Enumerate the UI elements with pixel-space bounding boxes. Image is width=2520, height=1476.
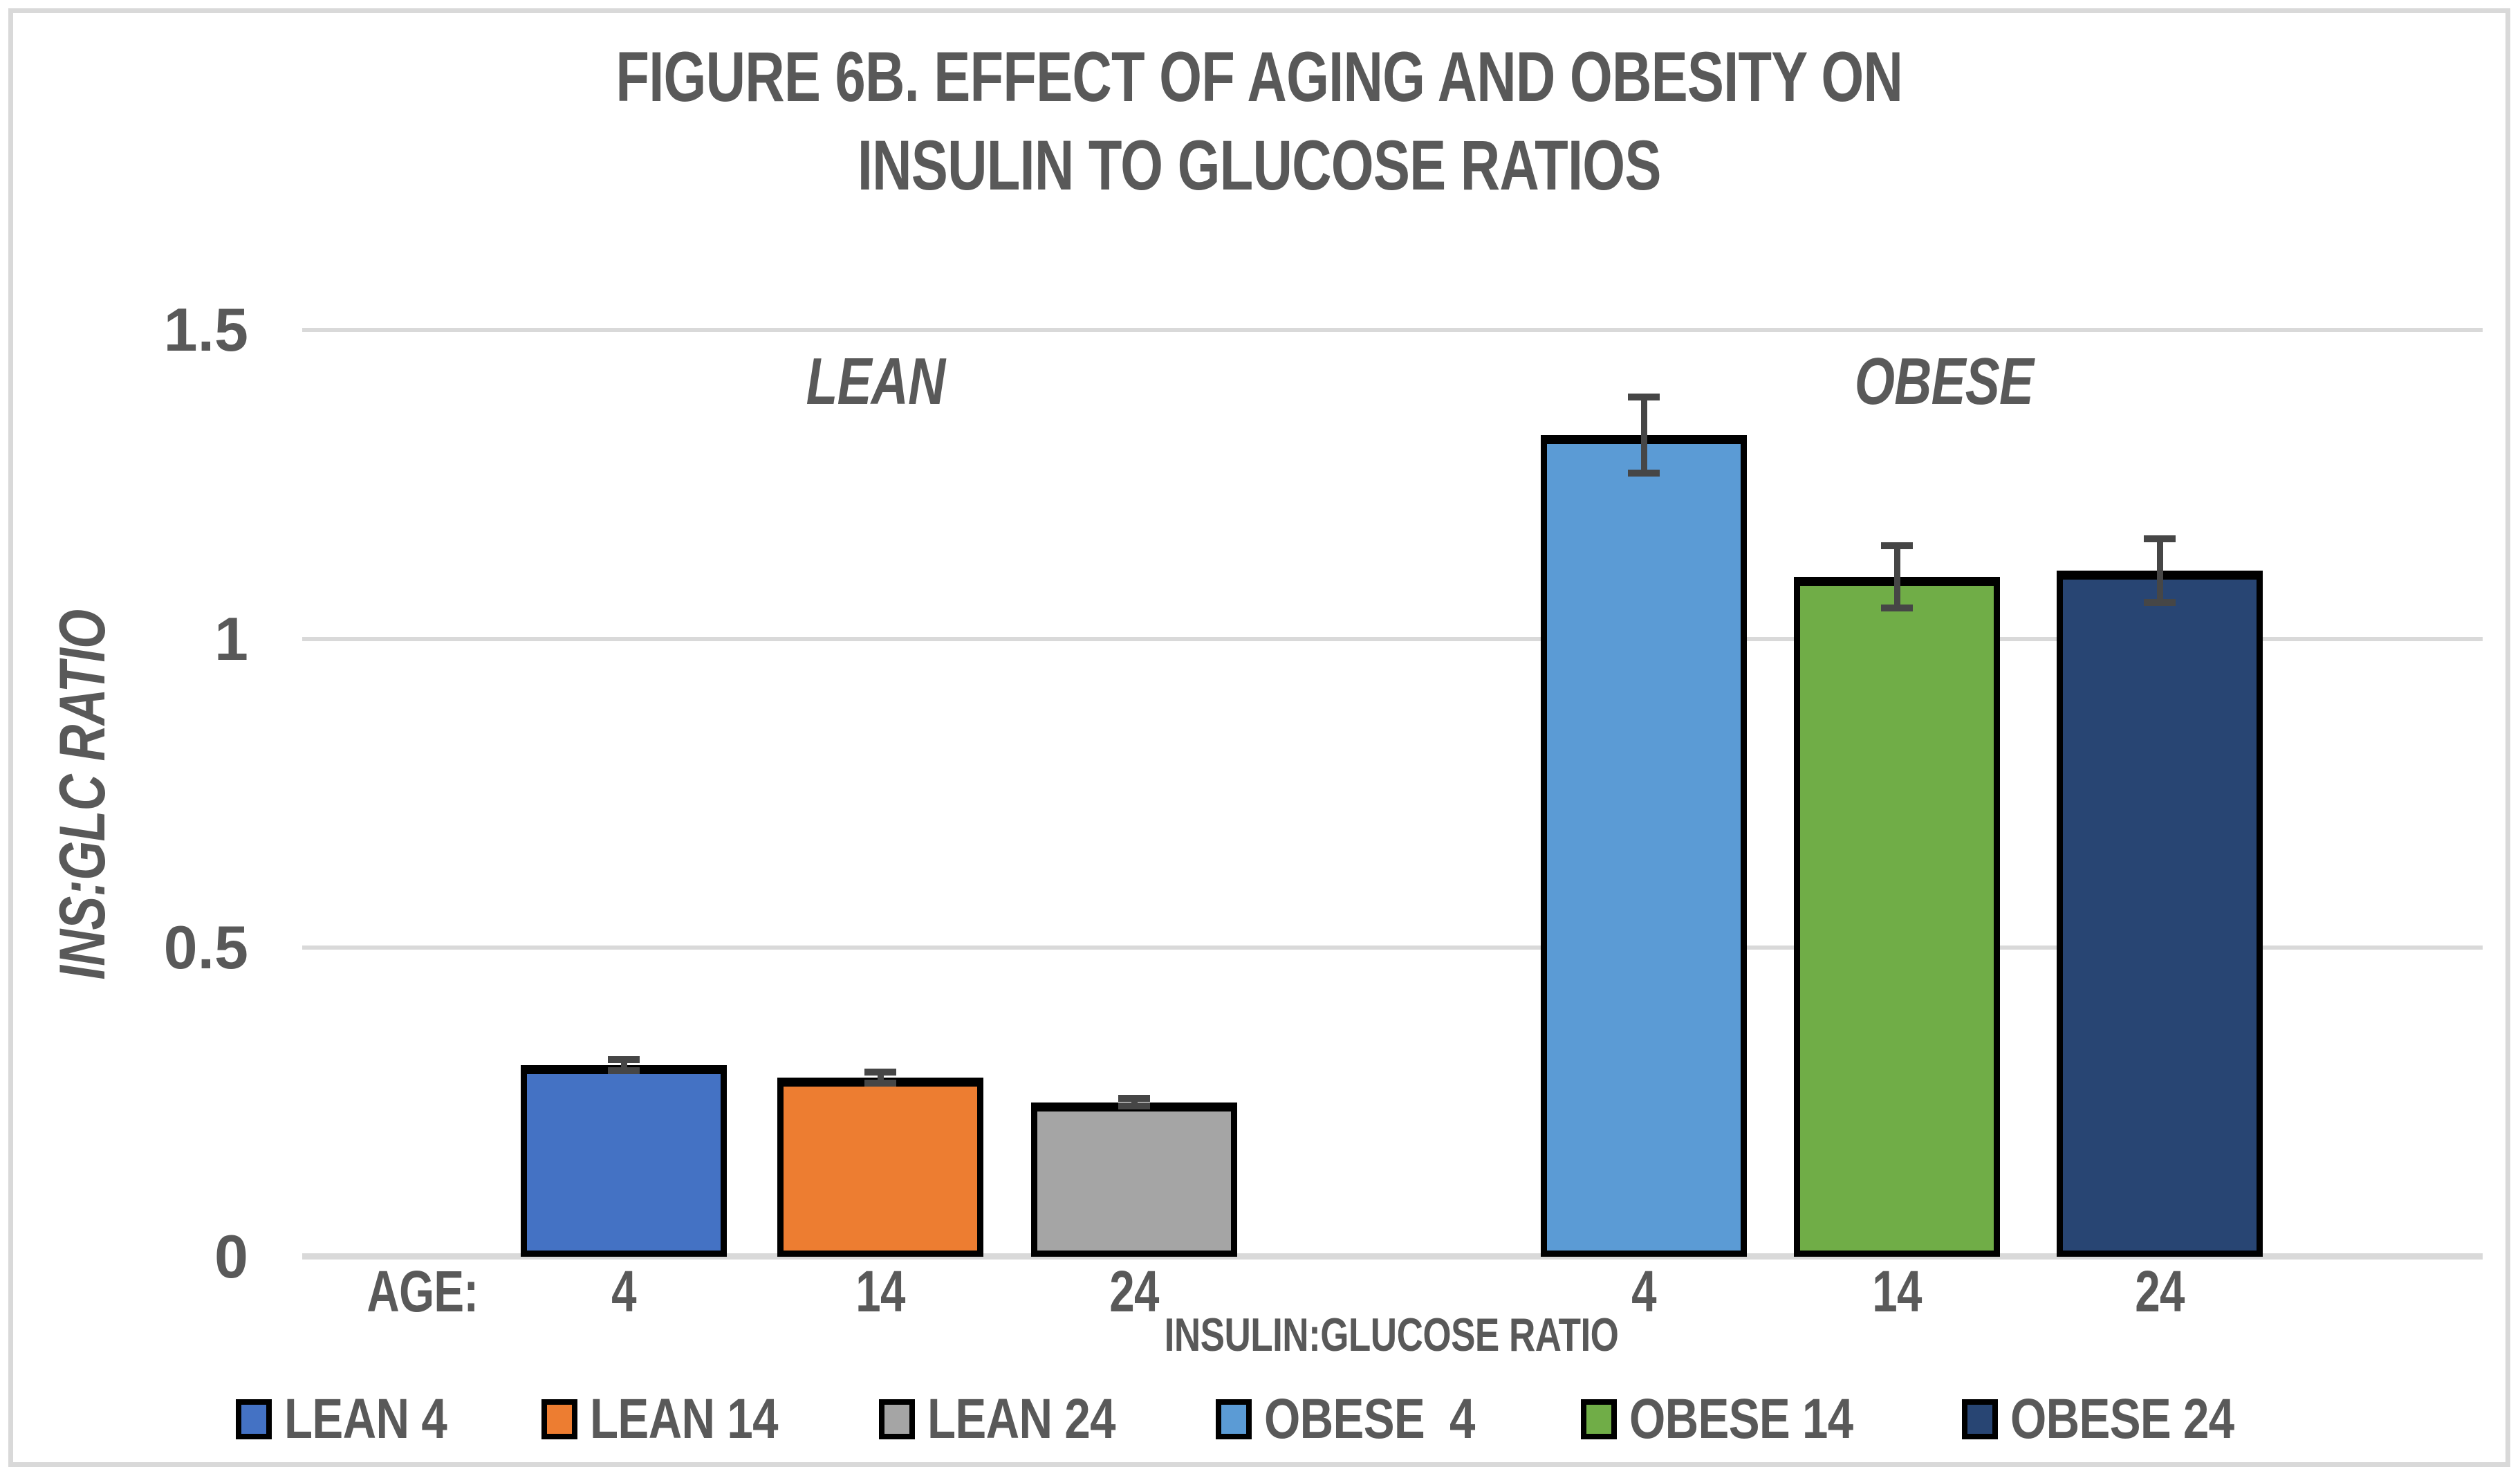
group-annotation-lean: LEAN bbox=[786, 344, 965, 420]
group-annotation-obese: OBESE bbox=[1830, 344, 2059, 420]
x-tick-label-1: 14 bbox=[849, 1258, 912, 1325]
x-tick-text: 14 bbox=[1872, 1259, 1922, 1324]
legend-label: LEAN 24 bbox=[927, 1391, 1156, 1448]
error-bar-obese-14 bbox=[1881, 542, 1914, 612]
legend-swatch bbox=[1581, 1399, 1618, 1439]
chart-title: FIGURE 6B. EFFECT OF AGING AND OBESITY O… bbox=[13, 33, 2505, 210]
bar-lean-4 bbox=[521, 1065, 728, 1257]
error-bar-stem bbox=[621, 1055, 628, 1075]
legend-swatch bbox=[541, 1399, 578, 1439]
x-tick-text: 4 bbox=[611, 1259, 636, 1324]
y-tick-label-1.5: 1.5 bbox=[163, 295, 248, 364]
error-bar-cap-bottom bbox=[1881, 605, 1914, 612]
y-tick-label-1: 1 bbox=[214, 604, 248, 673]
error-bar-cap-top bbox=[1118, 1094, 1150, 1102]
error-bar-cap-top bbox=[1628, 394, 1660, 400]
legend-label-text: OBESE 14 bbox=[1629, 1387, 1853, 1450]
legend-label: LEAN 14 bbox=[590, 1391, 819, 1448]
legend-item-lean-14: LEAN 14 bbox=[541, 1391, 819, 1448]
legend-item-lean-24: LEAN 24 bbox=[878, 1391, 1156, 1448]
x-axis-title: INSULIN:GLUCOSE RATIO bbox=[1100, 1308, 1683, 1362]
legend-label: OBESE 24 bbox=[2010, 1391, 2283, 1448]
error-bar-obese-4 bbox=[1628, 394, 1660, 477]
bar-obese-4 bbox=[1541, 434, 1748, 1257]
error-bar-cap-bottom bbox=[1118, 1103, 1150, 1110]
legend-label: OBESE 14 bbox=[1629, 1391, 1902, 1448]
error-bar-stem bbox=[1641, 394, 1648, 477]
error-bar-lean-24 bbox=[1118, 1094, 1150, 1110]
x-tick-label-5: 24 bbox=[2128, 1258, 2192, 1325]
error-bar-stem bbox=[1894, 542, 1901, 612]
legend-swatch bbox=[1216, 1399, 1252, 1439]
error-bar-cap-top bbox=[1881, 542, 1914, 550]
bar-obese-24 bbox=[2057, 571, 2263, 1257]
error-bar-stem bbox=[2157, 535, 2164, 607]
error-bar-cap-bottom bbox=[1628, 469, 1660, 477]
x-tick-text: 14 bbox=[855, 1259, 905, 1324]
error-bar-obese-24 bbox=[2144, 535, 2176, 607]
legend-item-obese-14: OBESE 14 bbox=[1581, 1391, 1902, 1448]
x-tick-text: 4 bbox=[1631, 1259, 1656, 1324]
bar-lean-24 bbox=[1030, 1102, 1237, 1257]
legend-swatch bbox=[235, 1399, 272, 1439]
y-tick-label-0: 0 bbox=[214, 1222, 248, 1291]
legend-label: LEAN 4 bbox=[284, 1391, 483, 1448]
x-tick-label-3: 4 bbox=[1628, 1258, 1660, 1325]
error-bar-cap-top bbox=[2144, 535, 2176, 543]
gridline-1.5 bbox=[302, 328, 2483, 332]
legend-item-obese-24: OBESE 24 bbox=[1961, 1391, 2283, 1448]
x-axis-title-text: INSULIN:GLUCOSE RATIO bbox=[1164, 1309, 1619, 1361]
legend-item-obese-4: OBESE 4 bbox=[1216, 1391, 1521, 1448]
legend-label: OBESE 4 bbox=[1264, 1391, 1521, 1448]
gridline-0.5 bbox=[302, 945, 2483, 950]
group-annotation-obese-text: OBESE bbox=[1854, 344, 2034, 418]
chart-title-line2: INSULIN TO GLUCOSE RATIOS bbox=[858, 126, 1662, 205]
legend-label-text: LEAN 24 bbox=[927, 1387, 1115, 1450]
x-tick-label-4: 14 bbox=[1865, 1258, 1929, 1325]
legend-label-text: LEAN 14 bbox=[590, 1387, 779, 1450]
gridline-1 bbox=[302, 636, 2483, 641]
error-bar-cap-bottom bbox=[2144, 599, 2176, 607]
plot-area: LEAN OBESE bbox=[302, 328, 2483, 1260]
legend-swatch bbox=[878, 1399, 915, 1439]
error-bar-cap-bottom bbox=[608, 1067, 640, 1075]
legend-item-lean-4: LEAN 4 bbox=[235, 1391, 483, 1448]
legend-label-text: OBESE 24 bbox=[2010, 1387, 2234, 1450]
legend-label-text: LEAN 4 bbox=[284, 1387, 447, 1450]
bar-lean-14 bbox=[777, 1077, 983, 1257]
group-annotation-lean-text: LEAN bbox=[806, 344, 946, 418]
figure-frame: FIGURE 6B. EFFECT OF AGING AND OBESITY O… bbox=[8, 8, 2510, 1467]
x-tick-text: 24 bbox=[1109, 1259, 1159, 1324]
error-bar-lean-4 bbox=[608, 1055, 640, 1075]
x-tick-label-2: 24 bbox=[1102, 1258, 1166, 1325]
x-axis-line bbox=[302, 1253, 2483, 1260]
error-bar-cap-top bbox=[608, 1055, 640, 1063]
error-bar-stem bbox=[1131, 1094, 1138, 1110]
legend: LEAN 4 LEAN 14 LEAN 24 OBESE 4 OBESE 14 OBESE… bbox=[13, 1391, 2505, 1448]
error-bar-cap-bottom bbox=[864, 1080, 896, 1087]
error-bar-cap-top bbox=[864, 1068, 896, 1076]
x-tick-label-0: 4 bbox=[608, 1258, 640, 1325]
chart-title-line1: FIGURE 6B. EFFECT OF AGING AND OBESITY O… bbox=[615, 37, 1904, 116]
error-bar-stem bbox=[877, 1068, 884, 1087]
legend-swatch bbox=[1961, 1399, 1998, 1439]
x-axis-prefix-text: AGE: bbox=[367, 1259, 479, 1324]
x-tick-text: 24 bbox=[2135, 1259, 2185, 1324]
legend-label-text: OBESE 4 bbox=[1264, 1387, 1476, 1450]
x-axis-prefix-label: AGE: bbox=[351, 1258, 494, 1325]
bar-obese-14 bbox=[1794, 577, 2001, 1257]
y-tick-label-0.5: 0.5 bbox=[163, 913, 248, 982]
error-bar-lean-14 bbox=[864, 1068, 896, 1087]
